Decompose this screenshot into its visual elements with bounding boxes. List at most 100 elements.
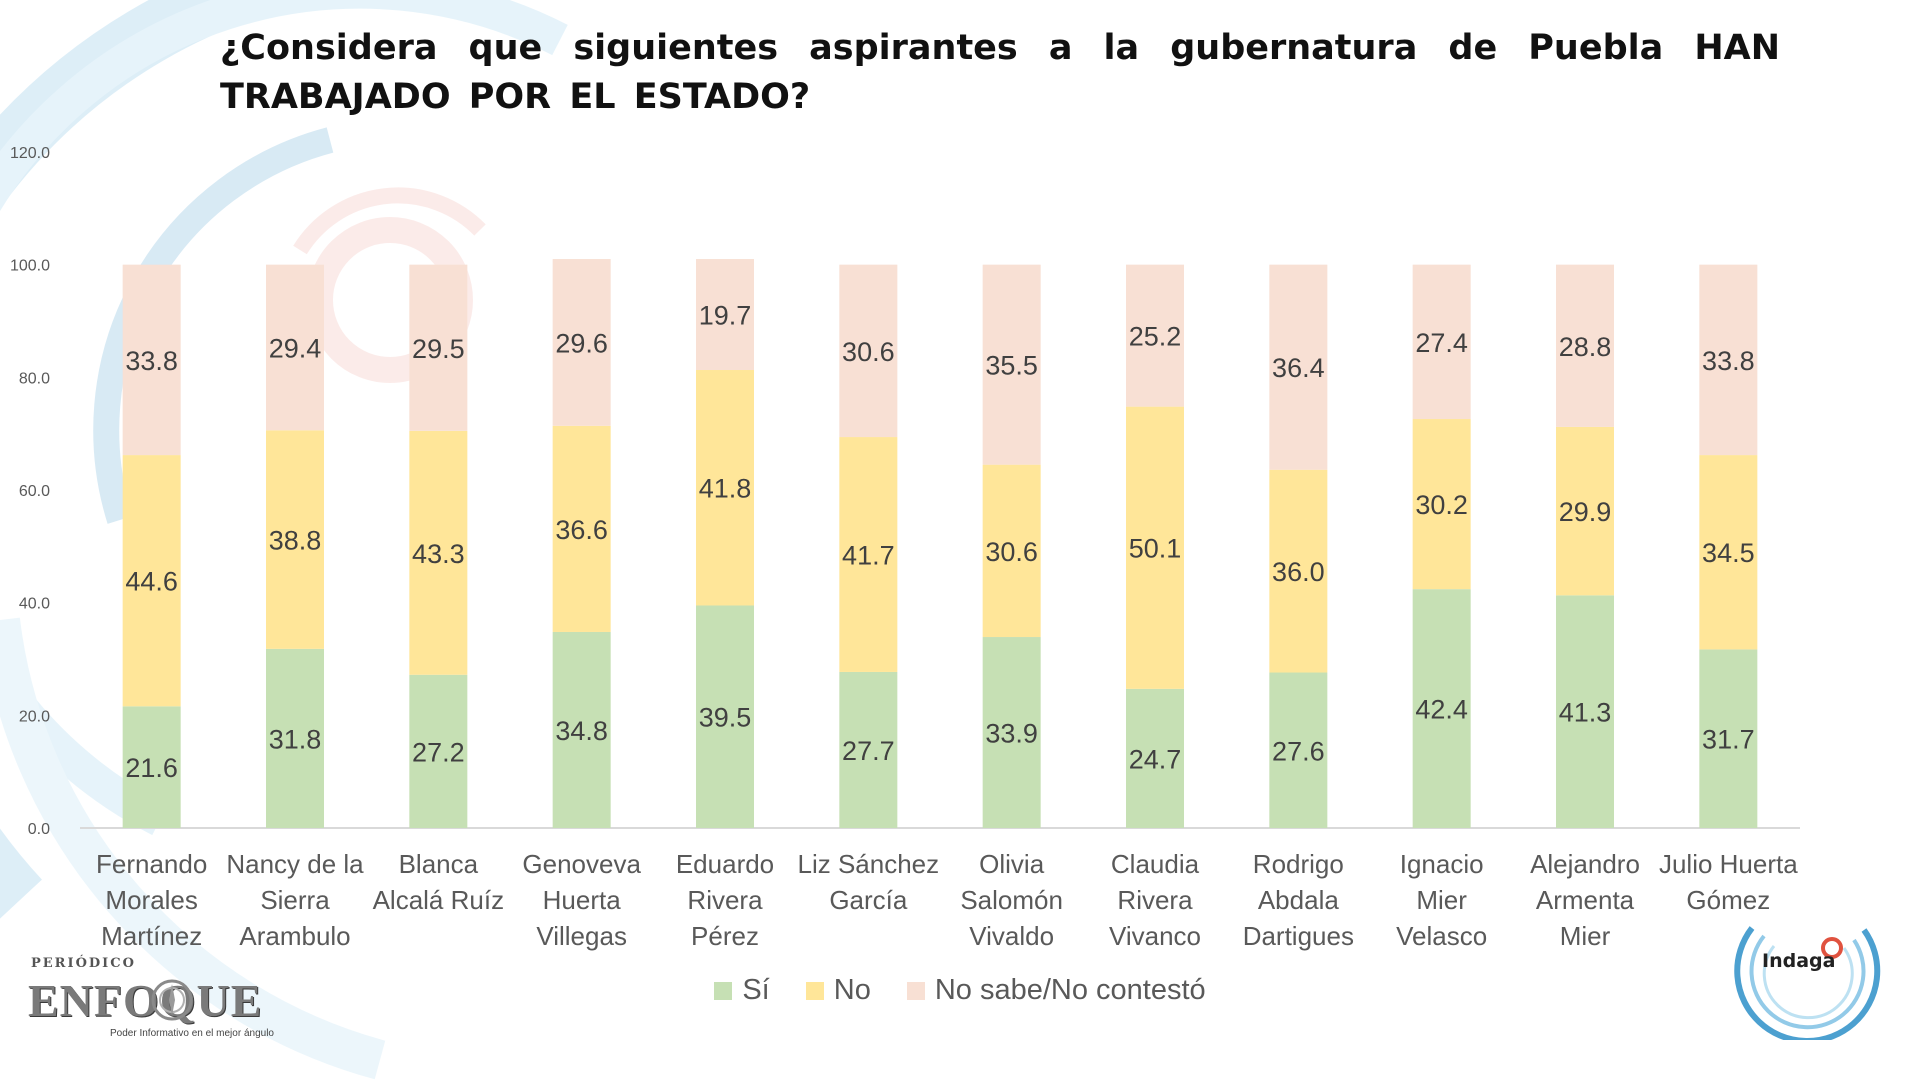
category-label-2-0: Blanca [399, 849, 479, 879]
bars [122, 259, 1758, 828]
bar-ns-4 [696, 259, 754, 371]
value-label-si-5: 27.7 [842, 736, 895, 766]
y-tick-label-6: 120.0 [10, 145, 50, 162]
category-label-8-0: Rodrigo [1253, 849, 1344, 879]
value-label-ns-10: 28.8 [1559, 332, 1612, 362]
category-label-8-1: Abdala [1258, 885, 1339, 915]
category-label-8-2: Dartigues [1243, 921, 1354, 951]
bar-no-7 [1126, 406, 1184, 689]
logo-enfoque-text: ENFOQUE [28, 975, 263, 1026]
y-tick-label-5: 100.0 [10, 258, 50, 275]
bar-si-7 [1126, 688, 1184, 828]
y-tick-label-2: 40.0 [19, 596, 50, 613]
bar-ns-2 [409, 264, 468, 431]
value-label-si-8: 27.6 [1272, 736, 1325, 766]
value-label-si-3: 34.8 [555, 716, 608, 746]
bar-si-10 [1556, 595, 1614, 828]
category-label-4-1: Rivera [687, 885, 763, 915]
category-label-0-2: Martínez [101, 921, 202, 951]
category-label-11-1: Gómez [1686, 885, 1770, 915]
value-label-ns-5: 30.6 [842, 337, 895, 367]
legend-label-si: Sí [742, 974, 770, 1006]
bar-no-11 [1699, 455, 1758, 650]
chart-title: ¿Considera que siguientes aspirantes a l… [220, 28, 1780, 117]
y-tick-label-4: 80.0 [19, 370, 50, 387]
category-label-5-0: Liz Sánchez [798, 849, 940, 879]
bar-ns-11 [1699, 264, 1758, 456]
logo-indaga-text: Indaga [1762, 950, 1836, 972]
value-label-no-7: 50.1 [1129, 534, 1182, 564]
value-label-ns-9: 27.4 [1415, 328, 1468, 358]
value-label-si-6: 33.9 [985, 719, 1038, 749]
y-tick-label-1: 20.0 [19, 708, 50, 725]
category-label-9-1: Mier [1416, 885, 1467, 915]
bar-no-4 [696, 370, 754, 606]
bar-si-6 [982, 637, 1041, 828]
category-label-10-1: Armenta [1536, 885, 1635, 915]
bar-no-1 [266, 430, 324, 649]
bar-ns-0 [122, 264, 181, 456]
bar-si-9 [1412, 589, 1471, 828]
bar-si-5 [839, 671, 898, 828]
category-label-11-0: Julio Huerta [1659, 849, 1798, 879]
bar-ns-7 [1126, 264, 1184, 407]
category-label-7-0: Claudia [1111, 849, 1200, 879]
bar-ns-6 [982, 264, 1041, 465]
bar-no-9 [1412, 419, 1471, 590]
legend-item-no: No [805, 974, 871, 1007]
legend-label-ns: No sabe/No contestó [934, 974, 1206, 1006]
bar-si-1 [266, 648, 324, 828]
value-label-no-3: 36.6 [555, 515, 608, 545]
category-label-2-1: Alcalá Ruíz [373, 885, 505, 915]
bar-no-10 [1556, 426, 1614, 596]
category-label-1-2: Arambulo [239, 921, 350, 951]
legend-label-no: No [833, 974, 871, 1006]
value-label-ns-7: 25.2 [1129, 322, 1182, 352]
value-label-ns-11: 33.8 [1702, 346, 1755, 376]
value-label-ns-6: 35.5 [985, 351, 1038, 381]
logo-periodico-text: PERIÓDICO [31, 956, 136, 971]
category-label-1-0: Nancy de la [226, 849, 364, 879]
value-label-no-10: 29.9 [1559, 497, 1612, 527]
category-label-6-2: Vivaldo [969, 921, 1054, 951]
category-label-0-0: Fernando [96, 849, 207, 879]
logo-tagline: Poder Informativo en el mejor ángulo [110, 1028, 274, 1039]
value-label-ns-1: 29.4 [269, 333, 322, 363]
bar-no-0 [122, 455, 181, 707]
value-label-si-9: 42.4 [1415, 695, 1468, 725]
bar-ns-1 [266, 264, 324, 431]
value-label-ns-3: 29.6 [555, 328, 608, 358]
bar-si-0 [122, 706, 181, 828]
category-label-3-1: Huerta [543, 885, 622, 915]
x-axis-labels: Fernando Morales Martínez Nancy de la Sierra… [96, 849, 1798, 951]
value-label-no-1: 38.8 [269, 526, 322, 556]
bar-no-2 [409, 430, 468, 675]
bar-ns-8 [1269, 264, 1328, 470]
value-label-no-2: 43.3 [412, 539, 465, 569]
value-label-si-0: 21.6 [125, 753, 178, 783]
category-label-9-2: Velasco [1396, 921, 1487, 951]
y-axis: 0.0 20.0 40.0 60.0 80.0 100.0 120.0 [10, 145, 1800, 838]
value-label-si-1: 31.8 [269, 724, 322, 754]
bar-no-6 [982, 464, 1041, 638]
bar-no-5 [839, 437, 898, 672]
category-label-6-0: Olivia [979, 849, 1045, 879]
value-label-no-9: 30.2 [1415, 490, 1468, 520]
bar-si-3 [552, 631, 611, 828]
value-label-ns-2: 29.5 [412, 334, 465, 364]
bar-si-4 [696, 605, 754, 828]
category-label-4-2: Pérez [691, 921, 759, 951]
bar-ns-5 [839, 264, 898, 438]
legend-item-ns: No sabe/No contestó [906, 974, 1206, 1007]
y-tick-label-0: 0.0 [28, 821, 50, 838]
value-label-no-5: 41.7 [842, 541, 895, 571]
value-label-si-10: 41.3 [1559, 698, 1612, 728]
category-label-5-1: García [829, 885, 908, 915]
bar-si-2 [409, 674, 468, 828]
bar-ns-3 [552, 259, 611, 426]
value-label-no-4: 41.8 [699, 474, 752, 504]
value-labels: 21.6 44.6 33.8 31.8 38.8 29.4 27.2 43.3 29.5 34.8… [125, 301, 1754, 784]
category-label-6-1: Salomón [960, 885, 1063, 915]
category-label-1-1: Sierra [260, 885, 330, 915]
value-label-no-11: 34.5 [1702, 538, 1755, 568]
